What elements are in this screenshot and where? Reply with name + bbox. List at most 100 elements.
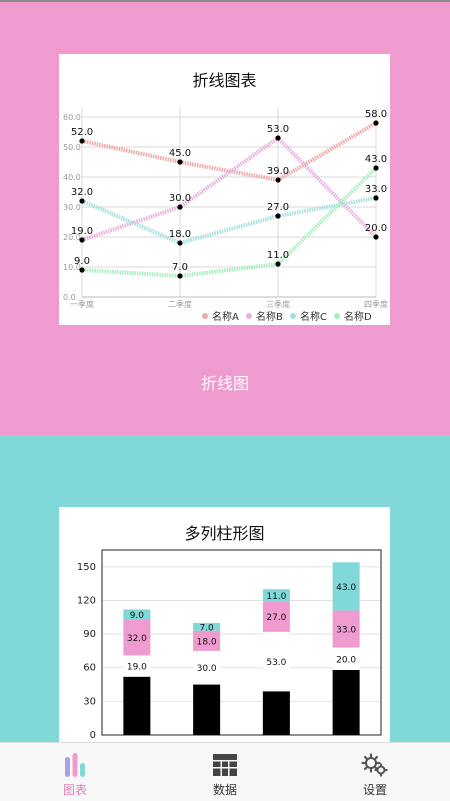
data-label: 58.0 <box>365 109 387 120</box>
bar-chart-card: 多列柱形图 0 30 60 90 120 150 19.0 32.0 9.0 30.0 18.0 7.… <box>59 507 390 742</box>
bar-segment <box>193 650 221 685</box>
y-tick-label: 20.0 <box>63 233 81 242</box>
data-label: 18.0 <box>169 229 191 240</box>
data-label: 45.0 <box>169 148 191 159</box>
data-label: 53.0 <box>267 124 289 135</box>
series-line <box>81 166 378 278</box>
series-line <box>81 121 378 182</box>
bottom-nav: 图表 数据 <box>0 742 450 801</box>
bar-segment <box>193 684 221 735</box>
bar-segment <box>123 619 151 656</box>
data-label: 7.0 <box>172 262 188 273</box>
line-chart-card: 折线图表 0.0 10.0 20.0 30.0 40.0 50.0 60.0 一季度 二季度 三季… <box>59 54 390 325</box>
bar-chart-title: 多列柱形图 <box>184 524 265 543</box>
bar-value-label: 19.0 <box>127 663 147 673</box>
bar-value-label: 27.0 <box>266 613 286 623</box>
bar-value-label: 32.0 <box>127 634 147 644</box>
series-line <box>81 136 378 242</box>
y-tick-label: 120 <box>77 595 96 606</box>
chart-icon <box>65 753 85 777</box>
nav-label-data: 数据 <box>212 783 237 797</box>
data-label: 20.0 <box>365 223 387 234</box>
line-chart-caption: 折线图 <box>200 374 249 393</box>
bar-segment <box>332 610 360 648</box>
y-tick-label: 10.0 <box>63 263 81 272</box>
data-point <box>373 120 379 126</box>
x-tick-label: 一季度 <box>70 299 94 309</box>
y-tick-label: 60 <box>83 663 96 674</box>
bar-segment <box>262 589 290 602</box>
data-point <box>275 177 281 183</box>
bar-value-label: 11.0 <box>266 592 286 602</box>
data-label: 39.0 <box>267 166 289 177</box>
legend-label: 名称A <box>212 310 239 323</box>
bar-segment <box>262 691 290 735</box>
gears-icon <box>361 753 388 777</box>
data-label: 43.0 <box>365 154 387 165</box>
bar-segment <box>332 647 360 670</box>
y-tick-label: 40.0 <box>63 173 81 182</box>
y-tick-label: 30.0 <box>63 203 81 212</box>
nav-label-chart: 图表 <box>62 783 87 797</box>
bar-value-label: 18.0 <box>197 637 217 647</box>
legend-marker <box>202 313 208 319</box>
data-label: 27.0 <box>267 202 289 213</box>
line-chart: 0.0 10.0 20.0 30.0 40.0 50.0 60.0 一季度 二季度 三季度 四季度 5… <box>63 107 388 323</box>
data-point <box>373 165 379 171</box>
data-label: 30.0 <box>169 193 191 204</box>
data-label: 9.0 <box>74 256 90 267</box>
bar-value-label: 43.0 <box>336 583 356 593</box>
bar-segment <box>332 562 360 611</box>
bar-chart: 0 30 60 90 120 150 19.0 32.0 9.0 30.0 18.0 7.0 53.0 2… <box>77 549 382 741</box>
legend-marker <box>246 313 252 319</box>
y-tick-label: 90 <box>83 629 96 640</box>
data-point <box>79 237 85 243</box>
legend-label: 名称C <box>300 310 327 323</box>
nav-item-settings[interactable]: 设置 <box>300 743 450 801</box>
table-icon <box>213 754 237 776</box>
x-tick-label: 三季度 <box>266 299 290 309</box>
status-bar-line <box>0 0 450 2</box>
data-label: 33.0 <box>365 184 387 195</box>
bar-value-label: 33.0 <box>336 626 356 636</box>
legend-label: 名称D <box>344 310 372 323</box>
bar-segment <box>262 601 290 632</box>
plot-frame <box>101 549 382 736</box>
bar-segment <box>262 631 290 692</box>
nav-label-settings: 设置 <box>362 783 387 797</box>
data-point <box>275 261 281 267</box>
y-tick-label: 50.0 <box>63 143 81 152</box>
data-label: 32.0 <box>71 187 93 198</box>
data-label: 19.0 <box>71 226 93 237</box>
data-point <box>177 240 183 246</box>
bar-value-label: 53.0 <box>266 658 286 668</box>
bar-segment <box>332 669 360 735</box>
data-point <box>373 195 379 201</box>
data-point <box>373 234 379 240</box>
bar-segment <box>123 609 151 620</box>
data-point <box>275 213 281 219</box>
legend-label: 名称B <box>256 310 283 323</box>
legend-marker <box>290 313 296 319</box>
y-tick-label: 0.0 <box>63 293 76 302</box>
y-tick-label: 150 <box>77 562 96 573</box>
bar-value-label: 20.0 <box>336 655 356 665</box>
x-tick-label: 二季度 <box>168 299 192 309</box>
bar-value-label: 7.0 <box>199 623 214 633</box>
nav-item-chart[interactable]: 图表 <box>0 743 150 801</box>
data-point <box>79 138 85 144</box>
bar-chart-panel: 多列柱形图 0 30 60 90 120 150 19.0 32.0 9.0 30.0 18.0 7.… <box>0 435 450 742</box>
series-line <box>81 196 377 245</box>
nav-item-data[interactable]: 数据 <box>150 743 300 801</box>
data-point <box>177 204 183 210</box>
bar-segment <box>193 622 221 631</box>
x-tick-label: 四季度 <box>364 299 388 309</box>
bar-segment <box>123 655 151 677</box>
bar-value-label: 9.0 <box>130 611 145 621</box>
y-tick-label: 30 <box>83 696 96 707</box>
line-chart-panel: 折线图表 0.0 10.0 20.0 30.0 40.0 50.0 60.0 一季度 二季度 三季… <box>0 2 450 435</box>
bar-segment <box>193 630 221 651</box>
bar-value-label: 30.0 <box>197 664 217 674</box>
y-tick-label: 60.0 <box>63 113 81 122</box>
data-point <box>79 198 85 204</box>
